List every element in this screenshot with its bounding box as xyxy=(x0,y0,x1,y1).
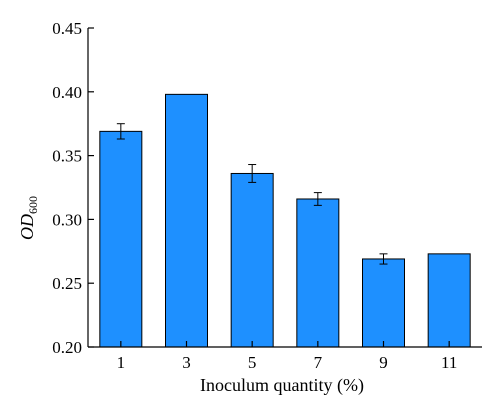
x-tick-label: 11 xyxy=(441,353,457,372)
bar xyxy=(165,93,208,348)
y-tick-label: 0.25 xyxy=(52,274,82,293)
x-tick-label: 5 xyxy=(248,353,257,372)
bar xyxy=(99,130,143,348)
x-tick-label: 7 xyxy=(314,353,323,372)
y-axis-title-subscript: 600 xyxy=(26,196,40,214)
y-ticks-group: 0.20 0.25 0.30 0.35 0.40 0.45 xyxy=(52,19,94,357)
y-tick-label: 0.30 xyxy=(52,210,82,229)
y-tick-label: 0.45 xyxy=(52,19,82,38)
x-tick-label: 1 xyxy=(117,353,126,372)
x-tick-label: 9 xyxy=(379,353,388,372)
error-bars-group xyxy=(116,123,388,265)
bar xyxy=(362,258,405,348)
y-tick-label: 0.40 xyxy=(52,83,82,102)
bars-group xyxy=(99,93,471,348)
bar xyxy=(230,172,274,348)
bar xyxy=(427,253,471,348)
x-tick-label: 3 xyxy=(182,353,191,372)
bar xyxy=(296,198,340,348)
y-tick-label: 0.35 xyxy=(52,147,82,166)
y-axis-title-main: OD xyxy=(17,214,37,240)
y-axis-title: OD600 xyxy=(17,196,40,240)
y-tick-label: 0.20 xyxy=(52,338,82,357)
x-ticks-group: 1 3 5 7 9 11 xyxy=(117,341,457,372)
x-axis-title: Inoculum quantity (%) xyxy=(200,375,364,396)
